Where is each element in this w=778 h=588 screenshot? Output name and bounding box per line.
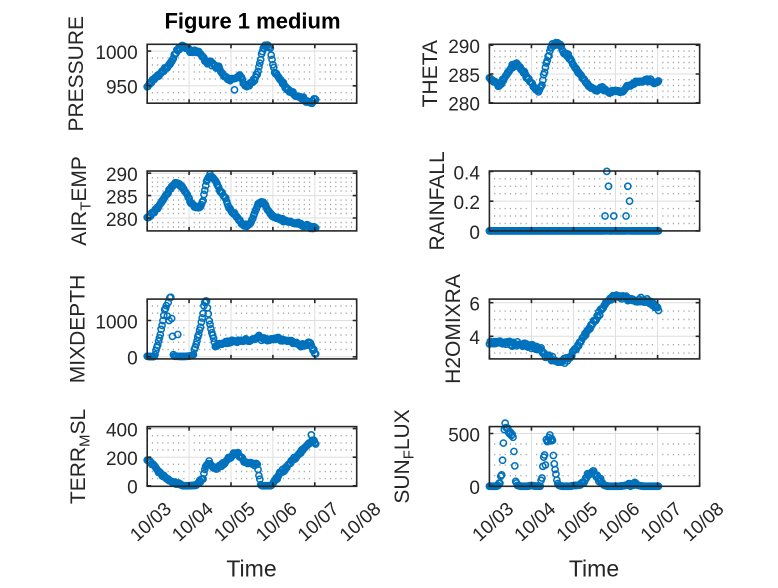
svg-text:0: 0 (469, 223, 480, 244)
svg-text:280: 280 (448, 95, 480, 116)
svg-text:6: 6 (469, 295, 480, 316)
svg-text:0.2: 0.2 (453, 193, 479, 214)
svg-text:0.4: 0.4 (453, 163, 480, 184)
svg-text:TERRMSL: TERRMSL (67, 409, 94, 504)
svg-text:290: 290 (106, 165, 138, 186)
svg-text:200: 200 (106, 449, 138, 470)
svg-text:0: 0 (127, 349, 138, 370)
svg-text:500: 500 (448, 425, 480, 446)
svg-text:Figure 1 medium: Figure 1 medium (164, 9, 340, 34)
svg-text:285: 285 (106, 188, 138, 209)
svg-text:H2OMIXRA: H2OMIXRA (442, 274, 465, 384)
svg-text:PRESSURE: PRESSURE (65, 16, 88, 132)
svg-text:THETA: THETA (419, 40, 442, 107)
svg-text:4: 4 (469, 328, 480, 349)
svg-text:280: 280 (106, 210, 138, 231)
svg-text:MIXDEPTH: MIXDEPTH (66, 275, 89, 384)
svg-text:285: 285 (448, 66, 480, 87)
svg-text:AIRTEMP: AIRTEMP (68, 156, 95, 246)
svg-text:Time: Time (569, 555, 619, 581)
svg-text:400: 400 (106, 421, 138, 442)
svg-text:0: 0 (127, 478, 138, 499)
svg-text:RAINFALL: RAINFALL (426, 151, 449, 250)
svg-text:Time: Time (226, 555, 276, 581)
svg-text:290: 290 (448, 37, 480, 58)
svg-text:1000: 1000 (95, 43, 137, 64)
svg-text:1000: 1000 (95, 312, 137, 333)
svg-text:950: 950 (106, 78, 138, 99)
svg-text:0: 0 (469, 478, 480, 499)
